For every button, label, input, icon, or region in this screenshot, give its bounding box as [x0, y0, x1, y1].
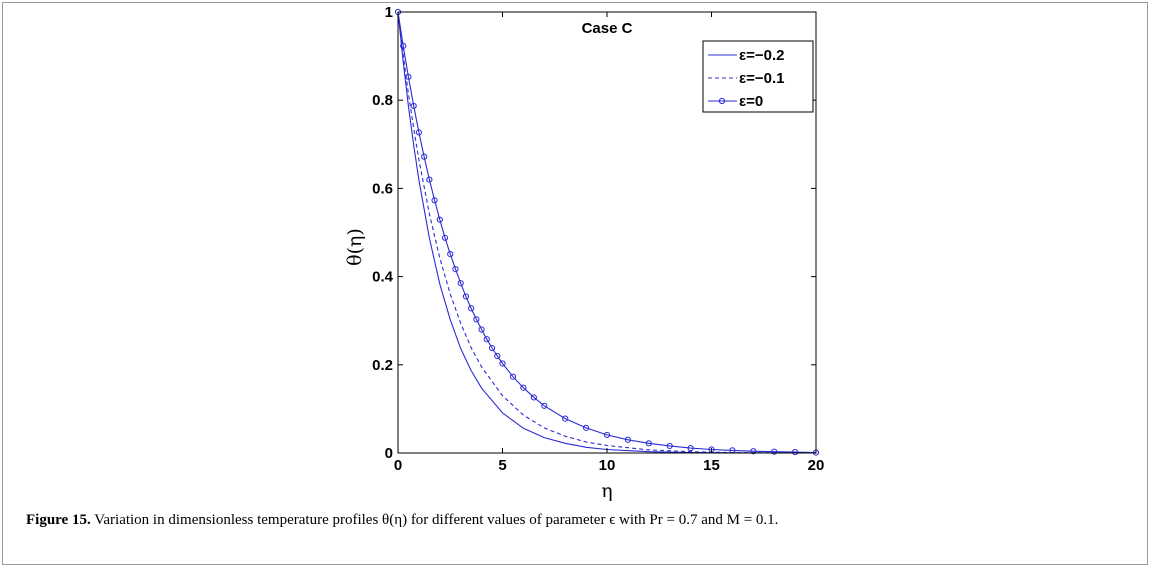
legend-marker: [718, 97, 726, 105]
series-marker: [687, 445, 694, 452]
series-marker: [405, 73, 412, 80]
chart-title: Case C: [582, 20, 633, 37]
series-marker: [431, 197, 438, 204]
series-marker: [421, 153, 428, 160]
series-marker: [473, 316, 480, 323]
series-marker: [562, 415, 569, 422]
caption-text: Variation in dimensionless temperature p…: [94, 512, 779, 528]
series-marker: [436, 216, 443, 223]
y-tick-label: 0.8: [372, 92, 393, 109]
legend-label-2: ε=0: [739, 93, 763, 110]
x-tick-label: 15: [703, 457, 720, 474]
series-marker: [520, 384, 527, 391]
series-marker: [666, 442, 673, 450]
x-tick-label: 5: [498, 457, 506, 474]
y-tick-label: 0.6: [372, 180, 393, 197]
series-marker: [452, 266, 459, 273]
series-marker: [457, 280, 464, 287]
series-marker: [400, 42, 407, 50]
series-marker: [478, 326, 485, 333]
series-marker: [468, 305, 475, 312]
x-tick-label: 10: [599, 457, 616, 474]
caption-label: Figure 15.: [26, 512, 91, 528]
series-marker: [426, 176, 433, 183]
series-marker: [583, 424, 590, 431]
series-lines: [397, 11, 817, 454]
series-marker: [541, 402, 548, 409]
series-marker: [441, 234, 449, 241]
ticks: 0 5 10 15 20 0 0.2 0.4 0.6 0.8 1: [372, 4, 824, 474]
figure-caption: Figure 15. Variation in dimensionless te…: [26, 512, 1126, 529]
y-tick-label: 1: [385, 4, 393, 21]
x-tick-label: 20: [808, 457, 825, 474]
series-line-2: [397, 11, 817, 454]
legend-box: [702, 40, 814, 113]
series-marker: [645, 440, 652, 447]
series-line-0: [397, 11, 817, 454]
series-marker: [462, 293, 470, 300]
series-marker: [530, 394, 537, 401]
legend-label-1: ε=−0.1: [739, 70, 785, 87]
legend-label-0: ε=−0.2: [739, 47, 785, 64]
series-marker: [750, 448, 757, 455]
series-marker: [415, 129, 422, 136]
x-axis-label: η: [601, 480, 612, 502]
legend: ε=−0.2 ε=−0.1 ε=0: [702, 40, 814, 113]
series-marker: [509, 373, 517, 380]
x-tick-label: 0: [394, 457, 402, 474]
series-marker: [499, 360, 506, 367]
series-marker: [410, 102, 417, 110]
series-marker: [603, 431, 611, 439]
series-marker: [488, 344, 496, 352]
series-marker: [483, 336, 490, 343]
y-tick-label: 0.2: [372, 357, 393, 374]
series-marker: [447, 251, 454, 258]
series-marker: [771, 448, 778, 455]
y-tick-label: 0: [385, 445, 393, 462]
series-marker: [494, 352, 501, 360]
series-line-1: [397, 11, 817, 454]
series-marker: [624, 436, 632, 443]
y-axis-label: θ(η): [344, 228, 366, 266]
series-marker: [792, 449, 799, 456]
y-tick-label: 0.4: [372, 269, 394, 286]
